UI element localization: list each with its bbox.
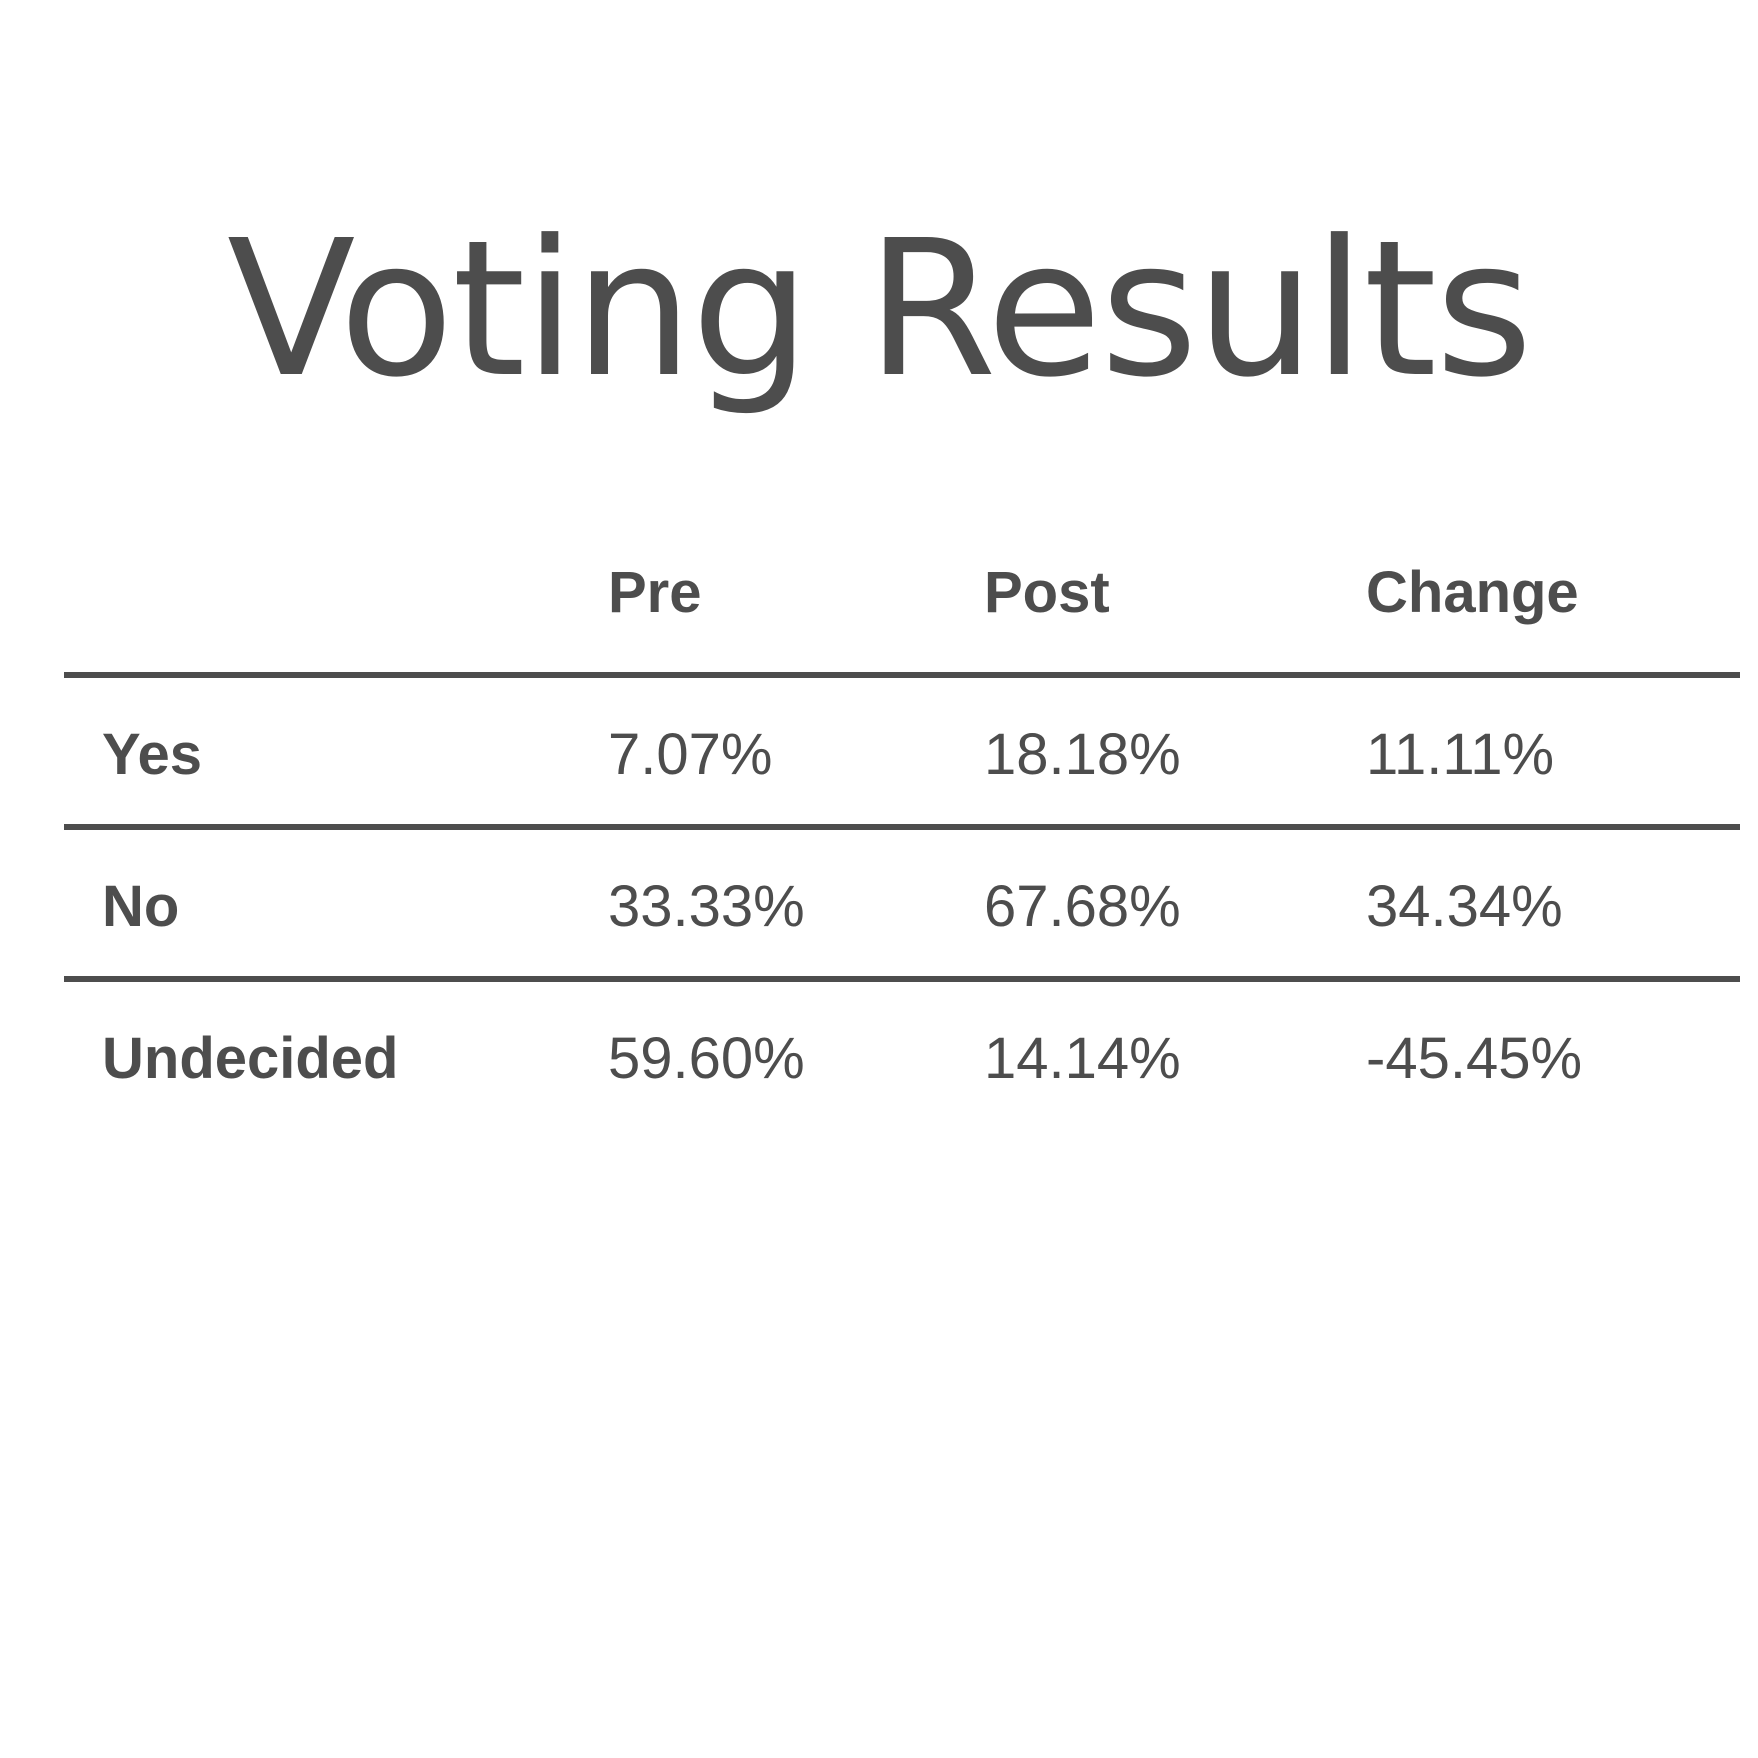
row-label: Yes: [102, 722, 202, 787]
column-header-change: Change: [1366, 560, 1579, 625]
pre-value: 33.33%: [608, 874, 805, 939]
change-value: -45.45%: [1366, 1026, 1583, 1091]
voting-results-table: Pre Post Change Yes 7.07% 18.18% 11.11% …: [64, 540, 1740, 1128]
change-value: 34.34%: [1366, 874, 1563, 939]
change-value: 11.11%: [1366, 722, 1555, 787]
page-title: Voting Results: [226, 200, 1533, 419]
post-value: 18.18%: [984, 722, 1181, 787]
table-row: No 33.33% 67.68% 34.34%: [64, 830, 1740, 982]
post-value: 67.68%: [984, 874, 1181, 939]
table-header-row: Pre Post Change: [64, 540, 1740, 678]
row-label: No: [102, 874, 180, 939]
column-header-pre: Pre: [608, 560, 702, 625]
column-header-post: Post: [984, 560, 1110, 625]
pre-value: 7.07%: [608, 722, 773, 787]
table-row: Yes 7.07% 18.18% 11.11%: [64, 678, 1740, 830]
table-row: Undecided 59.60% 14.14% -45.45%: [64, 982, 1740, 1128]
row-label: Undecided: [102, 1026, 399, 1091]
pre-value: 59.60%: [608, 1026, 805, 1091]
post-value: 14.14%: [984, 1026, 1181, 1091]
